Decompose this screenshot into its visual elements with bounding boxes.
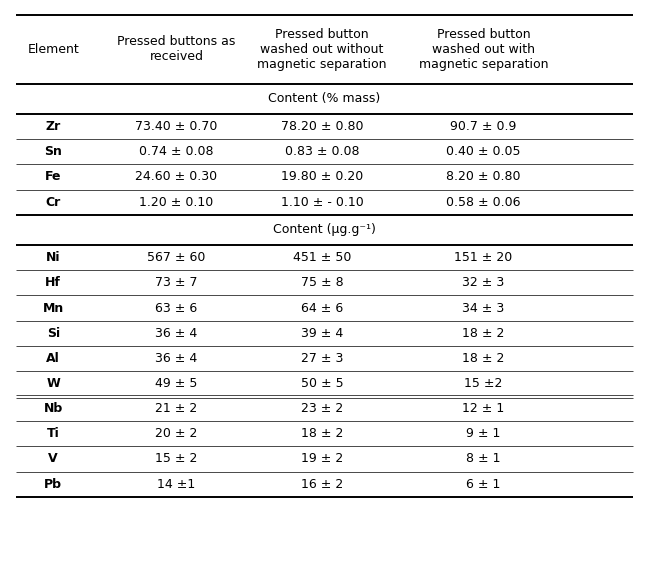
Text: 34 ± 3: 34 ± 3 xyxy=(462,301,505,315)
Text: Pb: Pb xyxy=(44,477,62,491)
Text: 151 ± 20: 151 ± 20 xyxy=(454,251,513,264)
Text: Pressed button
washed out with
magnetic separation: Pressed button washed out with magnetic … xyxy=(419,27,548,71)
Text: 20 ± 2: 20 ± 2 xyxy=(155,427,198,441)
Text: 8 ± 1: 8 ± 1 xyxy=(466,452,501,466)
Text: 0.40 ± 0.05: 0.40 ± 0.05 xyxy=(447,145,520,159)
Text: 36 ± 4: 36 ± 4 xyxy=(155,352,198,365)
Text: 23 ± 2: 23 ± 2 xyxy=(300,402,343,415)
Text: Content (µg.g⁻¹): Content (µg.g⁻¹) xyxy=(273,223,376,236)
Text: 18 ± 2: 18 ± 2 xyxy=(300,427,343,441)
Text: Al: Al xyxy=(46,352,60,365)
Text: 18 ± 2: 18 ± 2 xyxy=(462,352,505,365)
Text: Ni: Ni xyxy=(46,251,60,264)
Text: 50 ± 5: 50 ± 5 xyxy=(300,377,343,390)
Text: Mn: Mn xyxy=(43,301,64,315)
Text: 64 ± 6: 64 ± 6 xyxy=(300,301,343,315)
Text: Content (% mass): Content (% mass) xyxy=(269,92,380,105)
Text: 6 ± 1: 6 ± 1 xyxy=(467,477,500,491)
Text: 21 ± 2: 21 ± 2 xyxy=(155,402,198,415)
Text: 36 ± 4: 36 ± 4 xyxy=(155,326,198,340)
Text: 27 ± 3: 27 ± 3 xyxy=(300,352,343,365)
Text: 18 ± 2: 18 ± 2 xyxy=(462,326,505,340)
Text: Ti: Ti xyxy=(47,427,60,441)
Text: 16 ± 2: 16 ± 2 xyxy=(300,477,343,491)
Text: 0.74 ± 0.08: 0.74 ± 0.08 xyxy=(140,145,214,159)
Text: 451 ± 50: 451 ± 50 xyxy=(293,251,351,264)
Text: Nb: Nb xyxy=(43,402,63,415)
Text: 90.7 ± 0.9: 90.7 ± 0.9 xyxy=(450,120,517,133)
Text: 39 ± 4: 39 ± 4 xyxy=(300,326,343,340)
Text: 19 ± 2: 19 ± 2 xyxy=(300,452,343,466)
Text: 1.10 ± - 0.10: 1.10 ± - 0.10 xyxy=(280,195,363,209)
Text: 15 ± 2: 15 ± 2 xyxy=(155,452,198,466)
Text: Element: Element xyxy=(27,43,79,56)
Text: 12 ± 1: 12 ± 1 xyxy=(462,402,505,415)
Text: 63 ± 6: 63 ± 6 xyxy=(155,301,198,315)
Text: 14 ±1: 14 ±1 xyxy=(158,477,195,491)
Text: 0.58 ± 0.06: 0.58 ± 0.06 xyxy=(447,195,520,209)
Text: 73 ± 7: 73 ± 7 xyxy=(155,276,198,290)
Text: Si: Si xyxy=(47,326,60,340)
Text: Fe: Fe xyxy=(45,170,62,184)
Text: V: V xyxy=(49,452,58,466)
Text: 78.20 ± 0.80: 78.20 ± 0.80 xyxy=(280,120,363,133)
Text: 1.20 ± 0.10: 1.20 ± 0.10 xyxy=(140,195,214,209)
Text: 15 ±2: 15 ±2 xyxy=(464,377,503,390)
Text: 73.40 ± 0.70: 73.40 ± 0.70 xyxy=(136,120,217,133)
Text: Sn: Sn xyxy=(44,145,62,159)
Text: Pressed buttons as
received: Pressed buttons as received xyxy=(117,35,236,63)
Text: 49 ± 5: 49 ± 5 xyxy=(155,377,198,390)
Text: Pressed button
washed out without
magnetic separation: Pressed button washed out without magnet… xyxy=(257,27,387,71)
Text: 24.60 ± 0.30: 24.60 ± 0.30 xyxy=(136,170,217,184)
Text: Hf: Hf xyxy=(45,276,61,290)
Text: 567 ± 60: 567 ± 60 xyxy=(147,251,206,264)
Text: 19.80 ± 0.20: 19.80 ± 0.20 xyxy=(281,170,363,184)
Text: 9 ± 1: 9 ± 1 xyxy=(467,427,500,441)
Text: 32 ± 3: 32 ± 3 xyxy=(462,276,505,290)
Text: 75 ± 8: 75 ± 8 xyxy=(300,276,343,290)
Text: 0.83 ± 0.08: 0.83 ± 0.08 xyxy=(285,145,359,159)
Text: W: W xyxy=(46,377,60,390)
Text: 8.20 ± 0.80: 8.20 ± 0.80 xyxy=(447,170,520,184)
Text: Cr: Cr xyxy=(45,195,61,209)
Text: Zr: Zr xyxy=(45,120,61,133)
